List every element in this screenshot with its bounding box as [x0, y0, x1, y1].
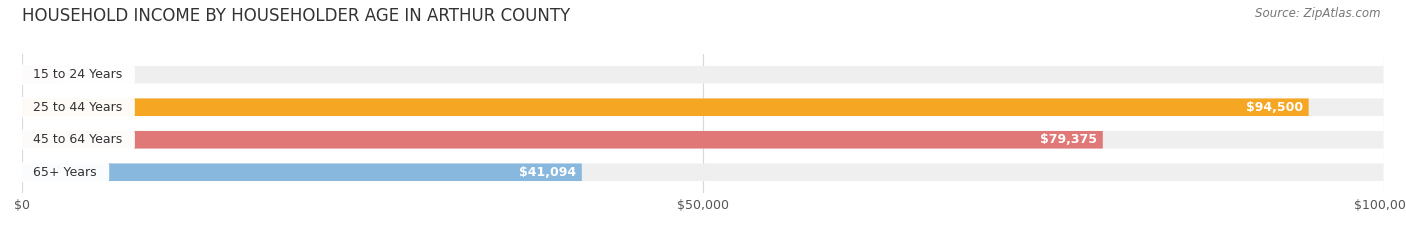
FancyBboxPatch shape: [22, 99, 1309, 116]
FancyBboxPatch shape: [22, 131, 1102, 148]
Text: 65+ Years: 65+ Years: [25, 166, 105, 179]
Text: 15 to 24 Years: 15 to 24 Years: [25, 68, 131, 81]
FancyBboxPatch shape: [22, 99, 1384, 116]
Text: $79,375: $79,375: [1040, 133, 1097, 146]
Text: $41,094: $41,094: [519, 166, 576, 179]
FancyBboxPatch shape: [22, 164, 582, 181]
FancyBboxPatch shape: [22, 131, 1384, 148]
Text: Source: ZipAtlas.com: Source: ZipAtlas.com: [1256, 7, 1381, 20]
FancyBboxPatch shape: [22, 66, 56, 83]
FancyBboxPatch shape: [22, 164, 1384, 181]
FancyBboxPatch shape: [22, 66, 1384, 83]
Text: 25 to 44 Years: 25 to 44 Years: [25, 101, 131, 114]
Text: HOUSEHOLD INCOME BY HOUSEHOLDER AGE IN ARTHUR COUNTY: HOUSEHOLD INCOME BY HOUSEHOLDER AGE IN A…: [22, 7, 571, 25]
Text: 45 to 64 Years: 45 to 64 Years: [25, 133, 131, 146]
Text: $0: $0: [66, 68, 82, 81]
Text: $94,500: $94,500: [1246, 101, 1303, 114]
